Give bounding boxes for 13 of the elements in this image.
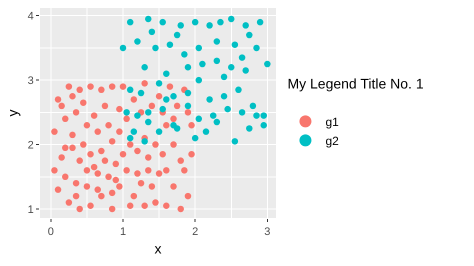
y-tick-label: 2 xyxy=(28,139,34,152)
y-tick-label: 3 xyxy=(28,75,34,87)
y-axis-title: y xyxy=(4,110,20,116)
y-tick-label: 1 xyxy=(28,204,34,216)
x-axis-title: x xyxy=(154,240,162,256)
x-tick-label: 1 xyxy=(120,226,126,238)
x-tick-label: 2 xyxy=(192,226,198,238)
legend-label: g2 xyxy=(325,134,340,148)
legend-title: My Legend Title No. 1 xyxy=(287,76,424,92)
x-tick-label: 3 xyxy=(264,226,270,238)
legend-label: g1 xyxy=(325,115,340,130)
y-tick-label: 4 xyxy=(28,10,34,23)
x-tick-label: 0 xyxy=(48,226,54,238)
